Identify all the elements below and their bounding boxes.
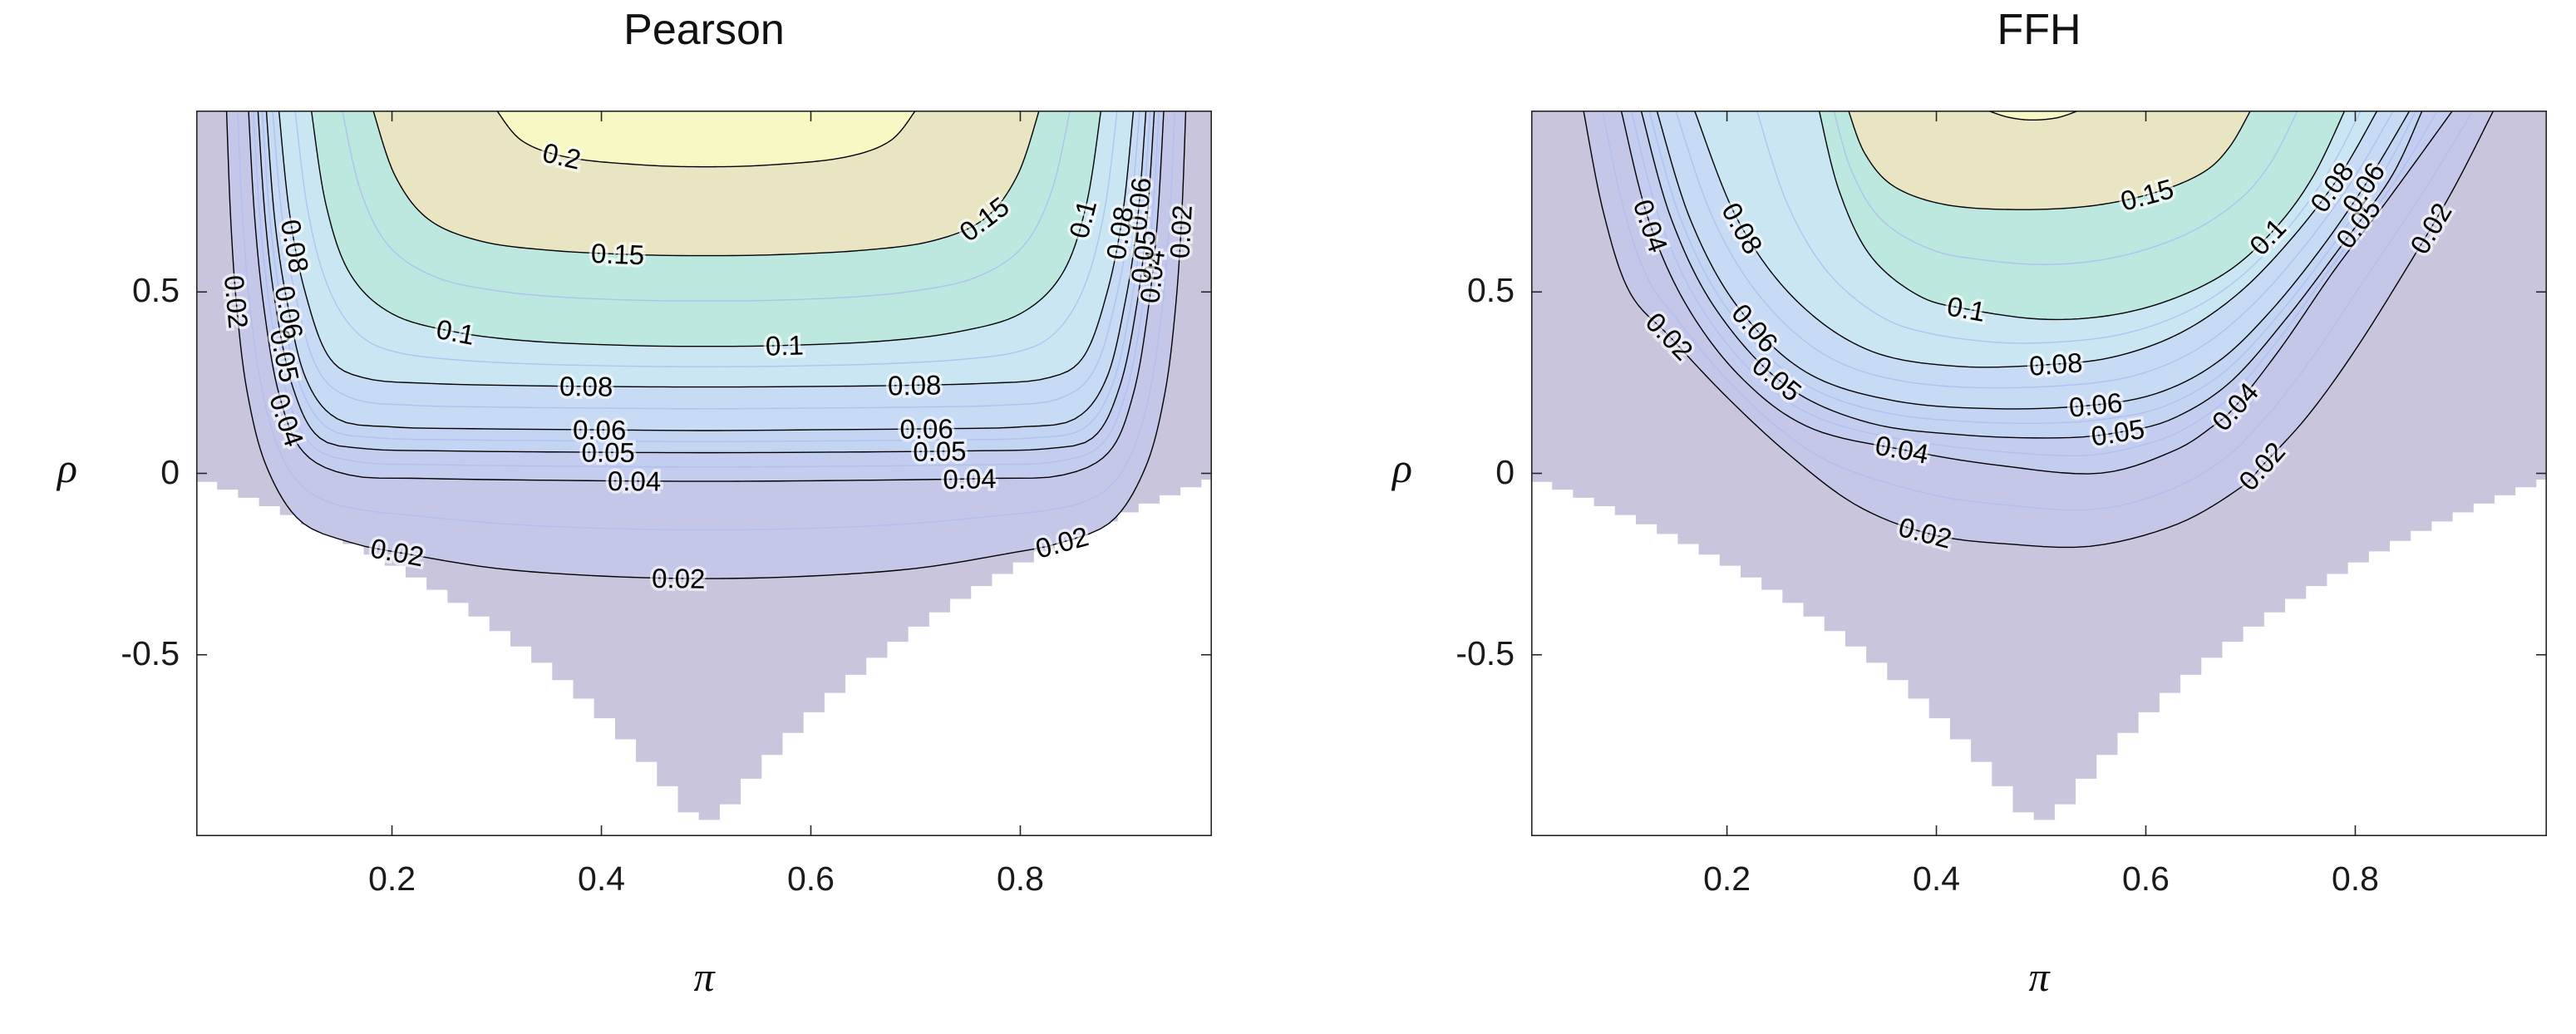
x-tick-label-0.8: 0.8 (2331, 859, 2379, 898)
contour-label-0.02: 0.02 (1640, 307, 1699, 367)
contour-label-0.04: 0.04 (608, 465, 661, 496)
contour-label-0.05: 0.05 (264, 327, 306, 386)
filled-bands (1531, 111, 2547, 820)
contour-label-0.04: 0.04 (1628, 195, 1674, 256)
contour-label-0.1: 0.1 (1063, 197, 1102, 242)
contour-label-0.04: 0.04 (1873, 430, 1931, 470)
y-axis-label-rho: ρ (57, 444, 77, 491)
contour-label-0.15: 0.15 (590, 238, 645, 270)
axes-box (1531, 111, 2547, 836)
contour-label-0.02: 0.02 (652, 563, 706, 594)
y-tick-label--0.5: -0.5 (121, 633, 180, 672)
y-tick-label-0: 0 (1495, 452, 1515, 491)
contour-label-0.08: 0.08 (1101, 204, 1140, 262)
contour-label-0.1: 0.1 (765, 329, 804, 361)
contour-lines (1583, 111, 2495, 549)
contour-label-0.05: 0.05 (1125, 229, 1161, 285)
contour-label-0.05: 0.05 (581, 437, 634, 468)
filled-bands (196, 111, 1212, 820)
contour-label-0.04: 0.04 (264, 390, 310, 451)
y-tick-label--0.5: -0.5 (1455, 633, 1515, 672)
contour-label-0.15: 0.15 (2117, 173, 2177, 217)
contour-label-0.02: 0.02 (1895, 511, 1954, 554)
contour-label-0.04: 0.04 (1134, 249, 1170, 305)
x-tick-label-0.6: 0.6 (786, 859, 835, 898)
contour-label-0.06: 0.06 (1121, 176, 1157, 232)
y-tick-label-0.5: 0.5 (1467, 271, 1515, 310)
contour-label-0.06: 0.06 (573, 414, 627, 446)
contour-plot-ffh: 0.020.020.020.020.040.040.040.050.050.05… (1531, 111, 2547, 836)
contour-label-0.02: 0.02 (1164, 204, 1197, 259)
y-tick-label-0: 0 (160, 452, 180, 491)
axes-box (196, 111, 1212, 836)
contour-label-0.02: 0.02 (2404, 198, 2458, 259)
contour-label-0.08: 0.08 (2028, 347, 2084, 381)
contour-label-0.02: 0.02 (1032, 520, 1092, 564)
contour-label-0.04: 0.04 (943, 463, 997, 495)
contour-label-0.1: 0.1 (1945, 290, 1988, 327)
contour-label-0.02: 0.02 (2233, 436, 2291, 496)
x-tick-label-0.4: 0.4 (578, 859, 626, 898)
x-axis-label-pi: π (2028, 953, 2050, 1000)
contour-label-0.08: 0.08 (1716, 198, 1769, 259)
panel-title-ffh: FFH (1997, 6, 2081, 54)
x-axis-label-pi: π (693, 953, 715, 1000)
contour-label-0.06: 0.06 (899, 413, 953, 445)
contour-label-0.15: 0.15 (953, 190, 1015, 247)
x-tick-label-0.6: 0.6 (2121, 859, 2170, 898)
contour-label-0.02: 0.02 (219, 274, 254, 330)
contour-label-0.2: 0.2 (539, 137, 584, 175)
contour-label-0.05: 0.05 (2089, 413, 2146, 452)
x-tick-label-0.2: 0.2 (368, 859, 416, 898)
contour-label-0.05: 0.05 (1746, 350, 1807, 407)
minor-contour-lines (237, 111, 1175, 531)
contour-label-0.1: 0.1 (2244, 212, 2292, 261)
y-axis-label-rho: ρ (1392, 444, 1412, 491)
minor-contour-lines (1601, 111, 2474, 511)
contour-label-0.06: 0.06 (1726, 298, 1784, 358)
contour-label-0.08: 0.08 (559, 371, 613, 402)
contour-label-0.08: 0.08 (275, 217, 315, 275)
contour-labels: 0.020.020.020.020.020.040.04 0.040.040.05… (215, 134, 1200, 597)
contour-labels: 0.020.020.020.020.040.040.040.050.050.05… (1624, 154, 2460, 558)
panel-title-pearson: Pearson (623, 6, 785, 54)
contour-label-0.06: 0.06 (269, 283, 310, 342)
contour-label-0.1: 0.1 (434, 313, 477, 351)
x-tick-label-0.2: 0.2 (1703, 859, 1751, 898)
contour-label-0.04: 0.04 (2206, 377, 2264, 437)
contour-label-0.06: 0.06 (2067, 387, 2124, 422)
contour-lines (225, 111, 1187, 579)
contour-label-0.06: 0.06 (2336, 157, 2391, 219)
contour-label-0.05: 0.05 (2330, 193, 2386, 254)
contour-label-0.05: 0.05 (913, 436, 967, 467)
y-tick-label-0.5: 0.5 (132, 271, 180, 310)
contour-label-0.08: 0.08 (2304, 156, 2360, 218)
contour-label-0.02: 0.02 (368, 532, 426, 572)
x-tick-label-0.8: 0.8 (996, 859, 1044, 898)
contour-label-0.08: 0.08 (888, 369, 942, 401)
contour-plot-pearson: 0.020.020.020.020.020.040.04 0.040.040.05… (196, 111, 1212, 836)
x-tick-label-0.4: 0.4 (1913, 859, 1961, 898)
